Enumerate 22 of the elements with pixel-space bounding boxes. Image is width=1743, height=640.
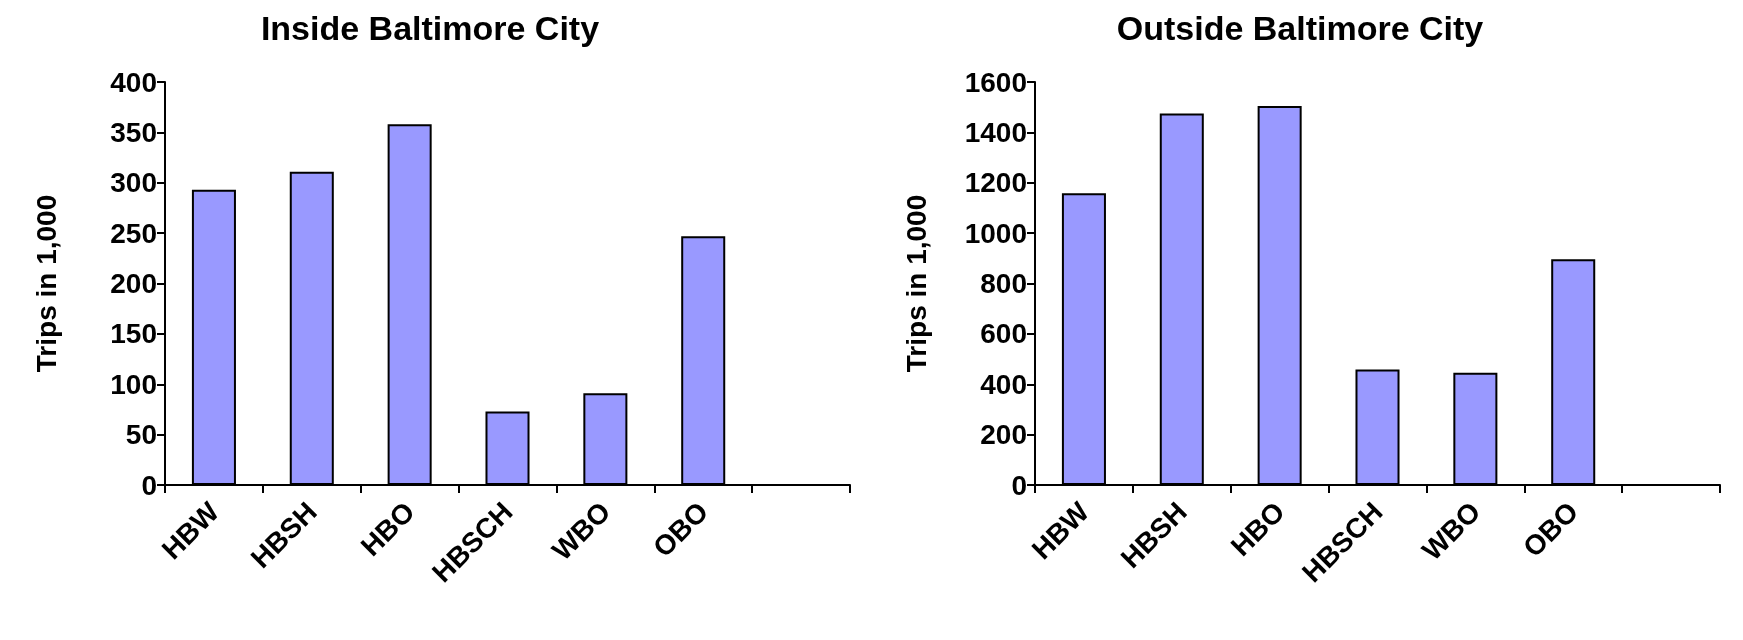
y-tick-label: 1400	[964, 116, 1027, 148]
y-axis-title: Trips in 1,000	[900, 194, 932, 373]
chart-title: Outside Baltimore City	[1116, 9, 1484, 47]
y-tick-label: 350	[110, 116, 157, 148]
chart-title: Inside Baltimore City	[260, 9, 600, 47]
y-tick-label: 800	[980, 268, 1027, 299]
y-tick-label: 1600	[964, 66, 1027, 98]
y-axis-title: Trips in 1,000	[30, 194, 62, 373]
y-tick-label: 300	[110, 167, 157, 199]
y-tick-label: 250	[110, 217, 157, 249]
y-tick-label: 50	[125, 419, 157, 451]
y-tick-label: 1000	[964, 217, 1027, 249]
y-tick-label: 1200	[964, 167, 1027, 199]
y-tick-label: 600	[980, 318, 1027, 350]
y-tick-label: 0	[141, 469, 157, 501]
y-tick-label: 200	[110, 268, 157, 299]
y-tick-label: 150	[110, 318, 157, 350]
y-tick-label: 0	[1011, 469, 1027, 501]
y-tick-label: 400	[980, 368, 1027, 400]
y-tick-label: 100	[110, 368, 157, 400]
y-tick-label: 200	[980, 419, 1027, 451]
y-tick-label: 400	[110, 66, 157, 98]
